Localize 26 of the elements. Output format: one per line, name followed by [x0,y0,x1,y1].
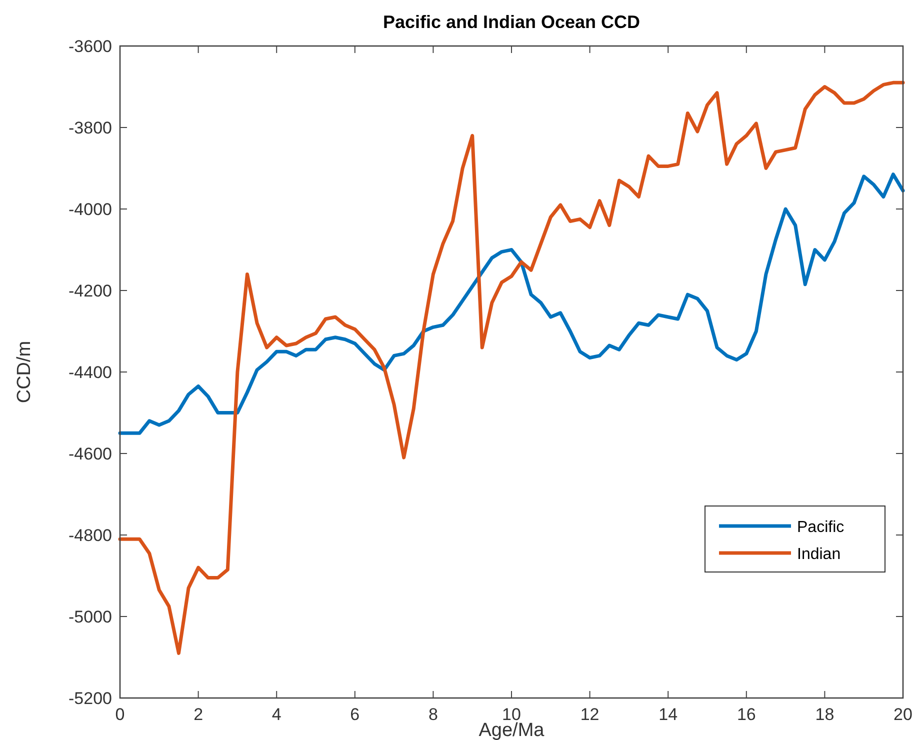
y-tick-label: -5200 [68,689,112,708]
y-tick-label: -5000 [68,608,112,626]
x-tick-label: 20 [894,705,912,724]
x-tick-label: 18 [815,705,834,724]
y-tick-label: -4200 [68,282,112,300]
x-tick-label: 6 [350,705,360,724]
legend-label: Pacific [797,519,844,536]
legend-label: Indian [797,546,841,563]
x-tick-label: 4 [272,705,282,724]
chart-title: Pacific and Indian Ocean CCD [382,12,640,32]
x-tick-label: 16 [736,705,756,724]
x-tick-label: 0 [115,705,125,724]
x-tick-label: 14 [658,705,678,724]
line-series [118,172,905,435]
y-tick-label: -4400 [68,363,112,382]
y-tick-label: -4000 [68,200,112,219]
line-series [118,80,905,655]
y-tick-label: -3800 [68,118,112,138]
x-tick-label: 12 [580,705,600,724]
y-tick-label: -3600 [68,37,112,56]
y-tick-label: -4600 [68,444,112,464]
x-tick-label: 2 [194,705,204,724]
x-tick-label: 8 [428,705,438,724]
y-tick-label: -4800 [68,526,112,545]
x-axis-title: Age/Ma [478,720,545,740]
y-axis-title: CCD/m [14,340,35,404]
